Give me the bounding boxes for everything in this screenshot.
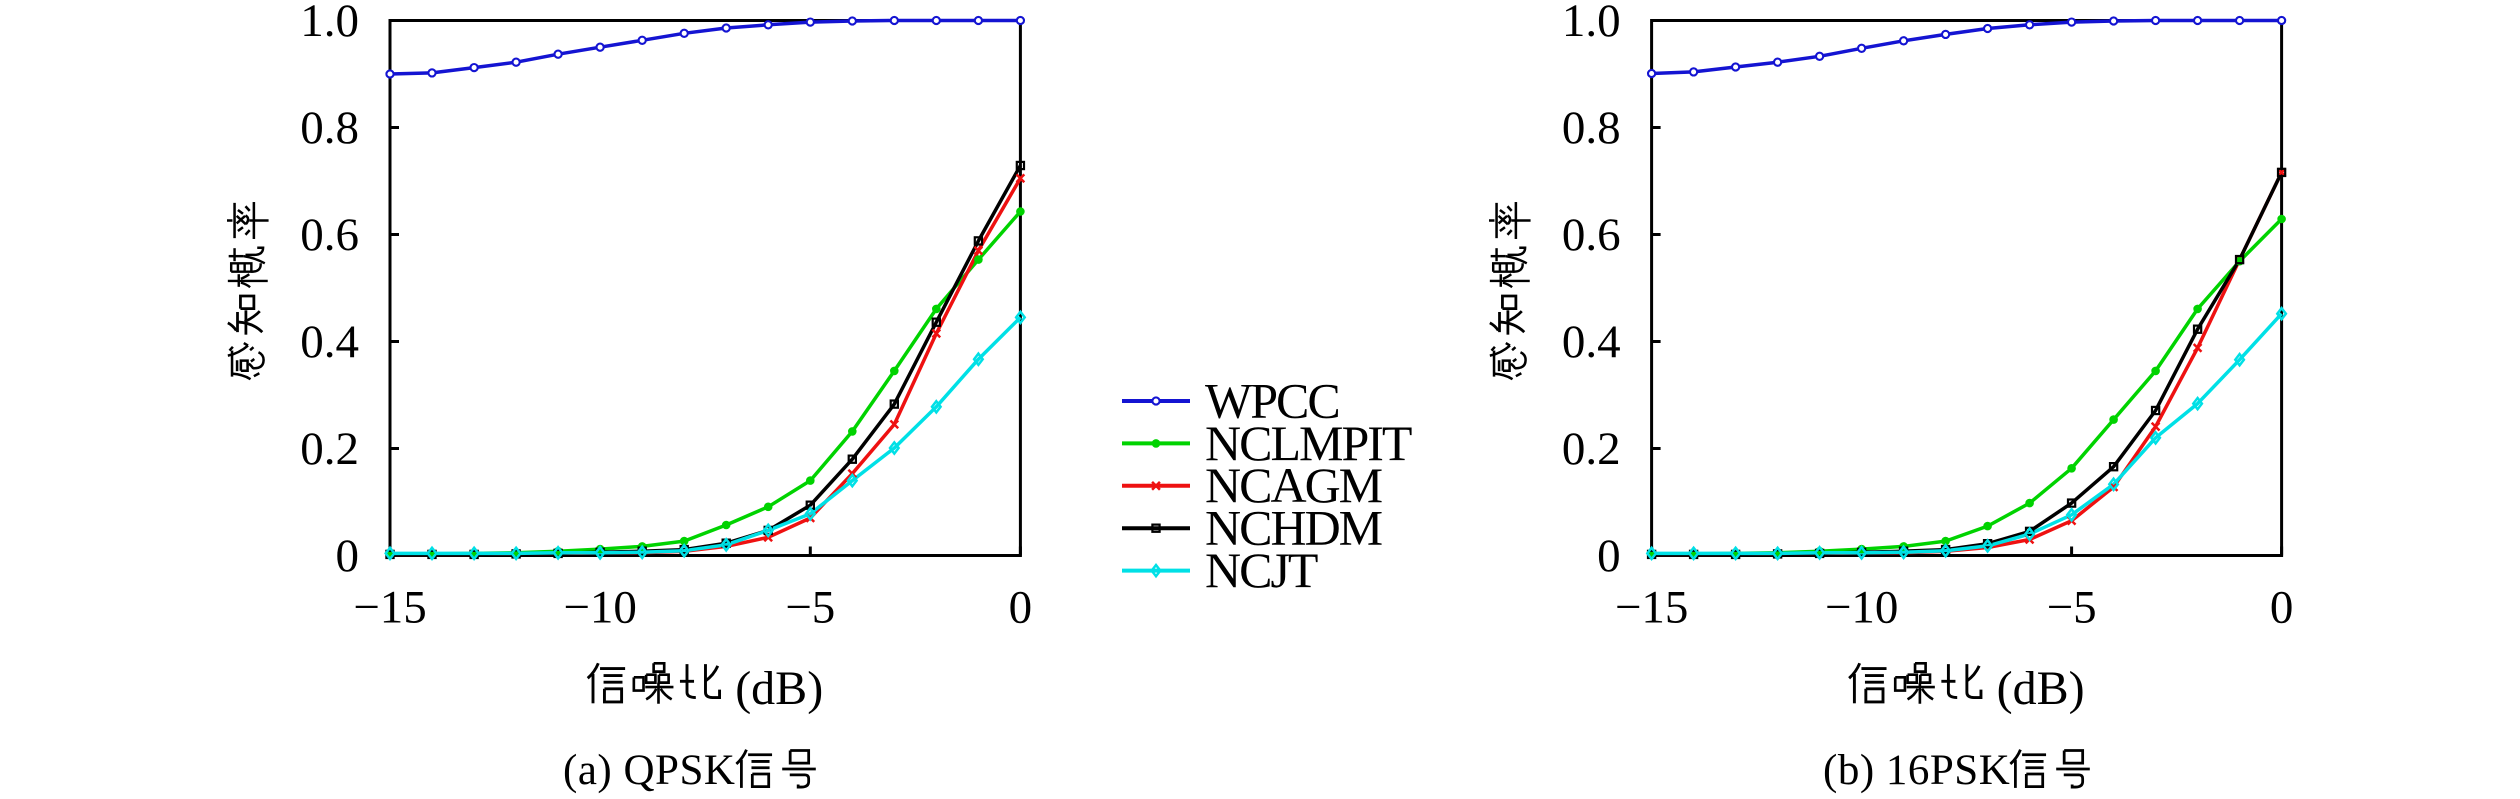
svg-text:0.8: 0.8: [1562, 102, 1621, 154]
svg-text:WPCC: WPCC: [1205, 372, 1339, 428]
svg-text:NCJT: NCJT: [1205, 542, 1318, 598]
svg-text:−5: −5: [785, 582, 835, 634]
svg-text:NCAGM: NCAGM: [1205, 457, 1382, 513]
svg-text:0.6: 0.6: [300, 209, 359, 261]
svg-text:(dB): (dB): [735, 662, 823, 715]
svg-text:−10: −10: [563, 582, 637, 634]
svg-text:−10: −10: [1825, 582, 1899, 634]
svg-text:−15: −15: [1615, 582, 1689, 634]
svg-text:0.6: 0.6: [1562, 209, 1621, 261]
svg-text:0.4: 0.4: [1562, 316, 1621, 368]
svg-text:−15: −15: [353, 582, 427, 634]
svg-text:1.0: 1.0: [300, 0, 359, 47]
svg-text:0: 0: [1597, 530, 1621, 582]
svg-text:0.4: 0.4: [300, 316, 359, 368]
svg-text:0.2: 0.2: [1562, 423, 1621, 475]
svg-text:NCHDM: NCHDM: [1205, 500, 1382, 556]
svg-text:(a) QPSK: (a) QPSK: [563, 747, 735, 794]
svg-text:0.8: 0.8: [300, 102, 359, 154]
svg-text:NCLMPIT: NCLMPIT: [1205, 415, 1412, 471]
svg-text:1.0: 1.0: [1562, 0, 1621, 47]
svg-text:0: 0: [2270, 582, 2294, 634]
svg-text:0: 0: [336, 530, 360, 582]
svg-text:0.2: 0.2: [300, 423, 359, 475]
svg-text:0: 0: [1009, 582, 1033, 634]
svg-text:(dB): (dB): [1997, 662, 2085, 715]
svg-text:(b) 16PSK: (b) 16PSK: [1823, 747, 2010, 794]
svg-text:−5: −5: [2047, 582, 2097, 634]
